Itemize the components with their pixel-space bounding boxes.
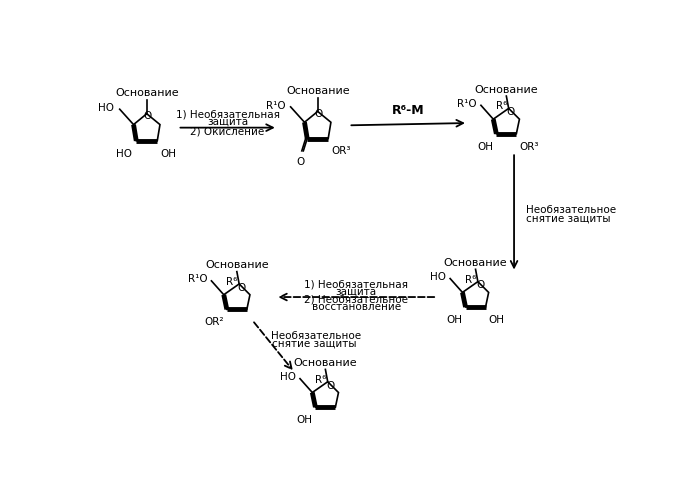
Text: OR³: OR³ [331, 146, 351, 156]
Text: 2) Необязательное: 2) Необязательное [304, 295, 408, 305]
Text: снятие защиты: снятие защиты [526, 214, 610, 224]
Text: OR³: OR³ [520, 142, 539, 152]
Text: R¹O: R¹O [267, 101, 286, 111]
Text: O: O [296, 157, 305, 167]
Text: восстановление: восстановление [311, 302, 401, 312]
Text: 1) Необязательная: 1) Необязательная [304, 279, 408, 289]
Text: R⁶-M: R⁶-M [392, 104, 425, 117]
Text: Основание: Основание [205, 260, 269, 270]
Text: OH: OH [160, 149, 176, 159]
Text: R⁶: R⁶ [464, 275, 476, 285]
Text: O: O [237, 283, 245, 293]
Text: OH: OH [477, 142, 493, 152]
Text: R⁶: R⁶ [315, 375, 326, 385]
Text: Необязательное: Необязательное [526, 205, 615, 215]
Text: Необязательное: Необязательное [271, 330, 362, 340]
Text: R¹O: R¹O [458, 99, 477, 109]
Text: OR²: OR² [204, 317, 224, 327]
Text: O: O [507, 107, 515, 117]
Text: OH: OH [296, 415, 312, 425]
Text: Основание: Основание [115, 88, 179, 98]
Text: HO: HO [97, 103, 114, 113]
Text: R⁶: R⁶ [496, 101, 507, 111]
Text: защита: защита [207, 117, 248, 127]
Text: снятие защиты: снятие защиты [271, 339, 356, 349]
Text: 1) Необязательная: 1) Необязательная [175, 110, 279, 120]
Text: OH: OH [489, 315, 505, 325]
Text: Основание: Основание [444, 258, 507, 268]
Text: Основание: Основание [475, 84, 538, 94]
Text: O: O [326, 381, 334, 391]
Text: Основание: Основание [294, 358, 357, 368]
Text: защита: защита [336, 286, 377, 296]
Text: O: O [476, 280, 484, 290]
Text: R⁶: R⁶ [226, 277, 237, 287]
Text: HO: HO [280, 372, 296, 382]
Text: HO: HO [116, 149, 133, 159]
Text: R¹O: R¹O [188, 274, 207, 284]
Text: 2) Окисление: 2) Окисление [190, 126, 265, 136]
Text: OH: OH [447, 315, 462, 325]
Text: O: O [143, 111, 152, 121]
Text: HO: HO [430, 272, 446, 282]
Text: O: O [314, 109, 322, 119]
Text: Основание: Основание [286, 86, 350, 96]
